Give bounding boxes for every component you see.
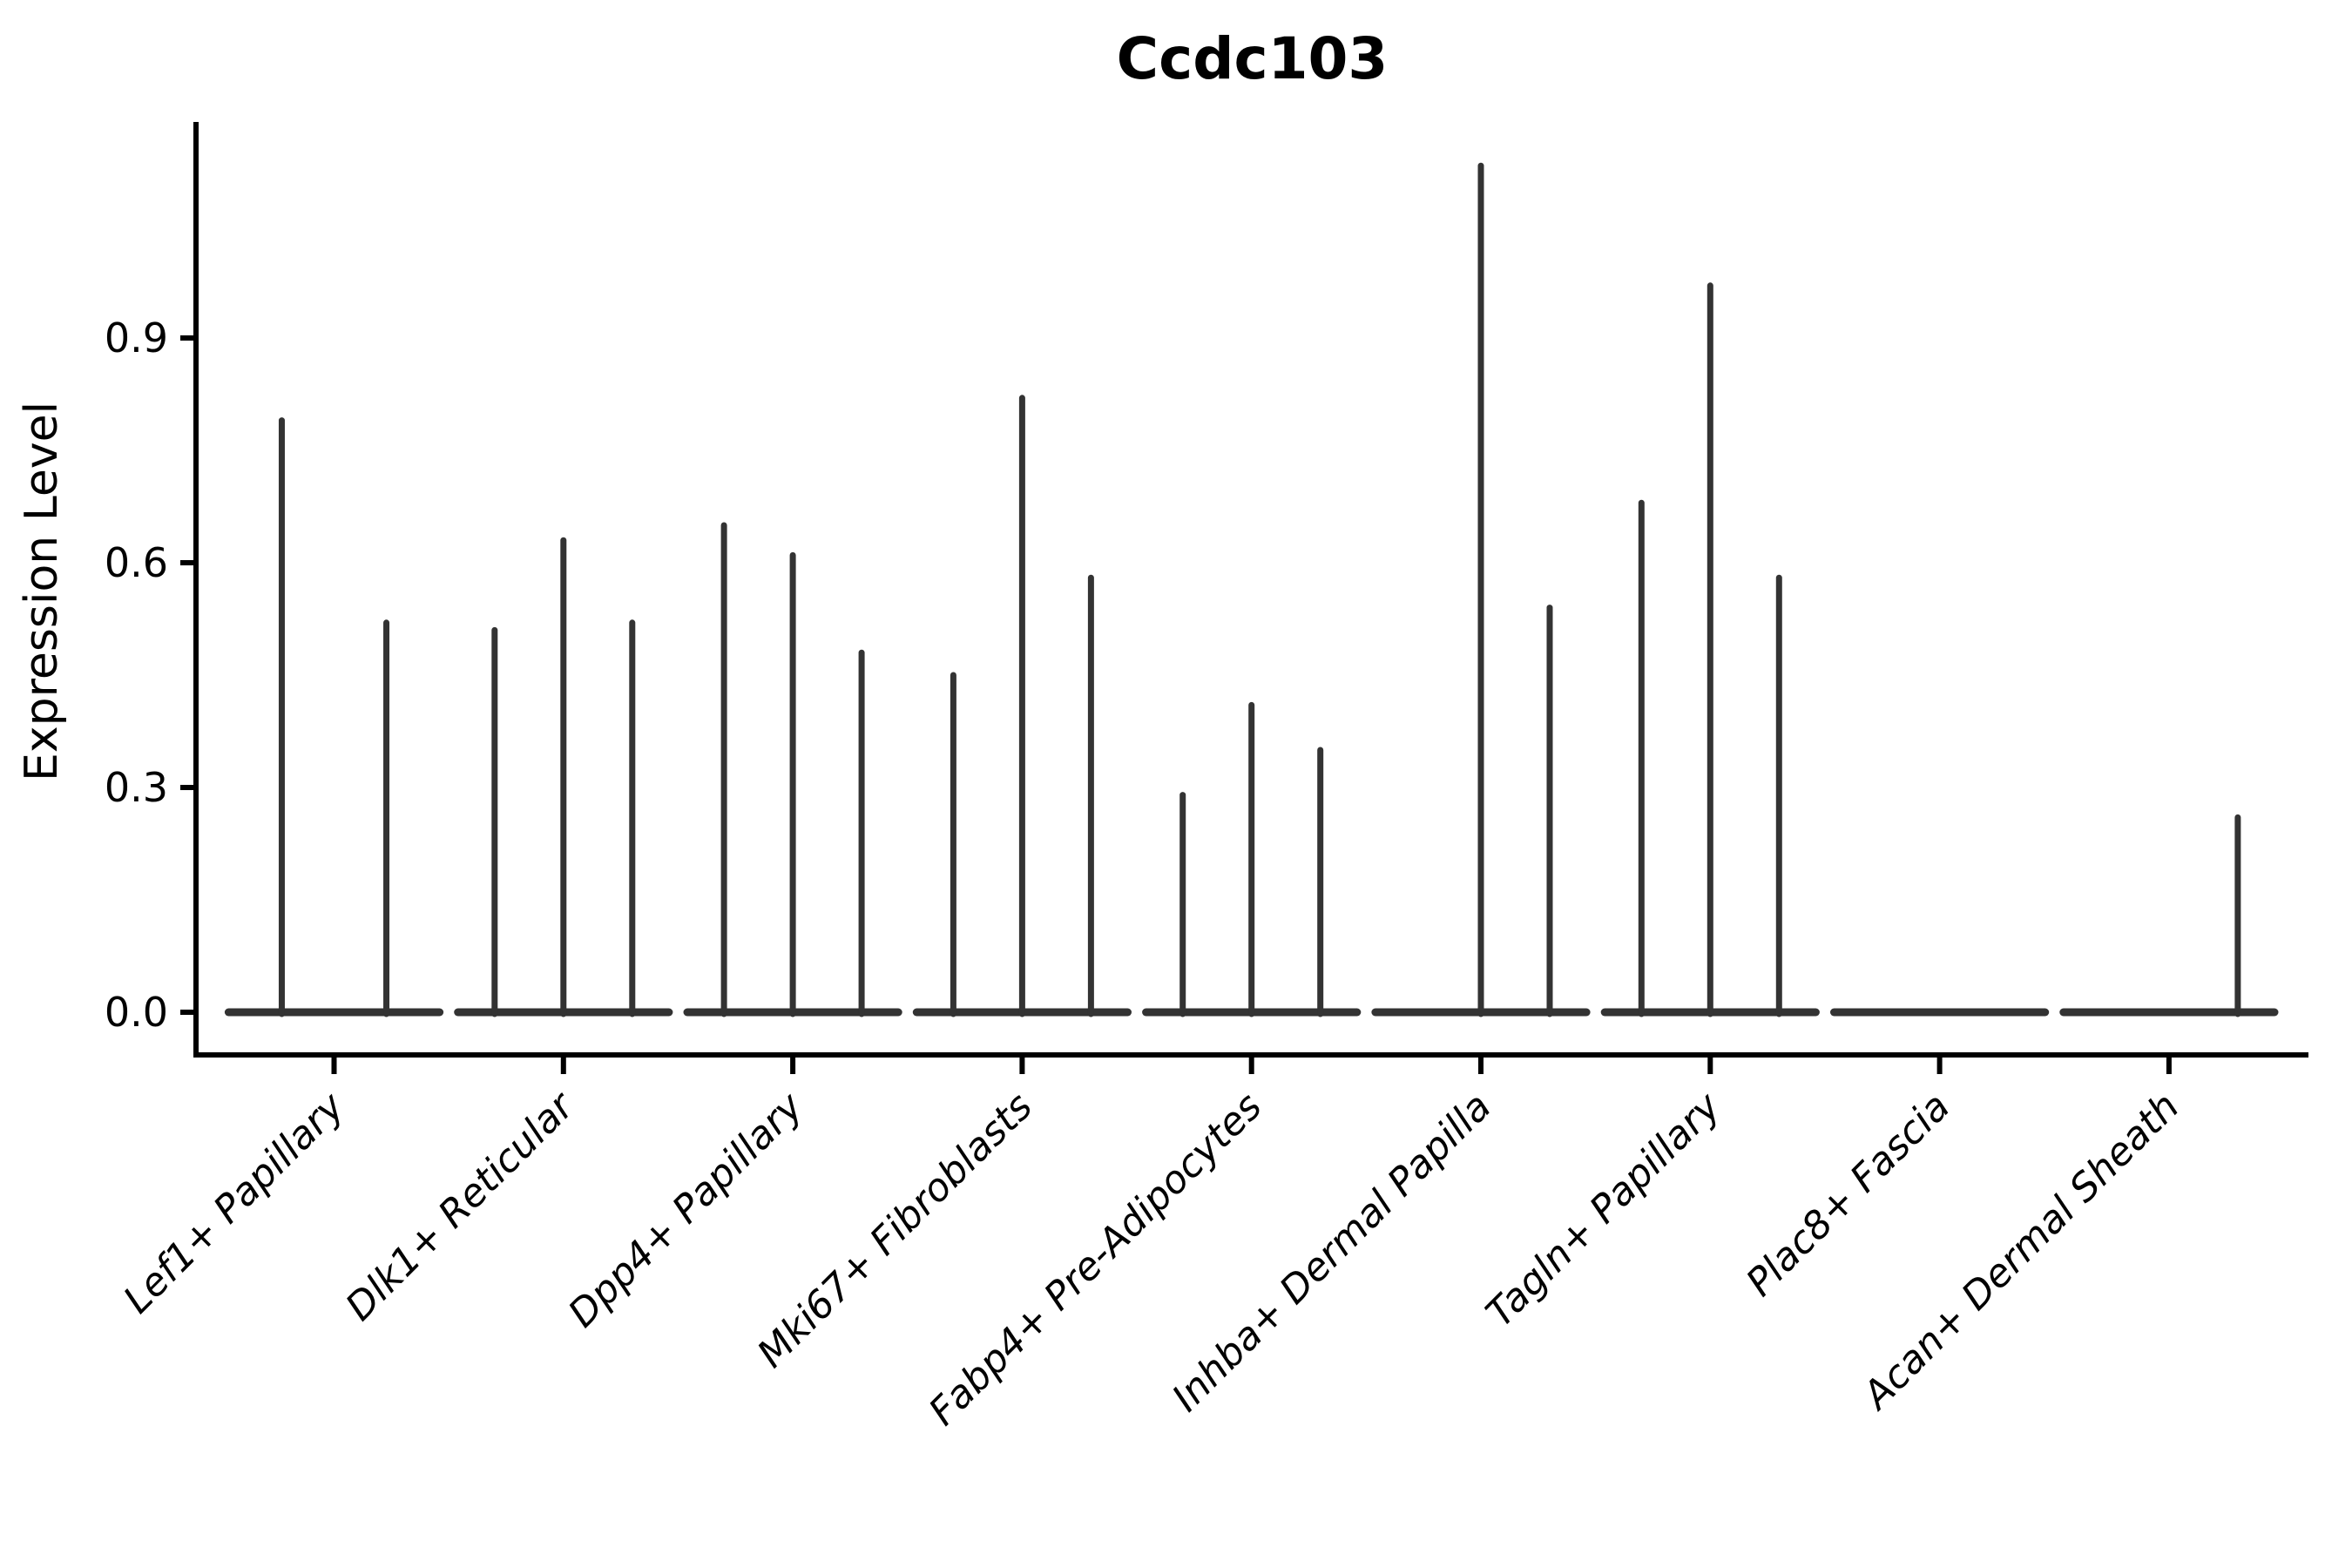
y-tick-label: 0.0 [105, 989, 168, 1036]
x-tick-label: Tagln+ Papillary [1477, 1084, 1729, 1335]
x-tick-label: Plac8+ Fascia [1738, 1085, 1958, 1305]
y-tick-label: 0.9 [105, 314, 168, 362]
x-tick-label: Dpp4+ Papillary [560, 1084, 813, 1336]
x-tick-label: Dlk1+ Reticular [337, 1083, 584, 1329]
y-tick-label: 0.6 [105, 539, 168, 586]
x-tick-label: Lef1+ Papillary [115, 1084, 354, 1322]
chart-title: Ccdc103 [1116, 25, 1389, 92]
y-tick-label: 0.3 [105, 764, 168, 811]
